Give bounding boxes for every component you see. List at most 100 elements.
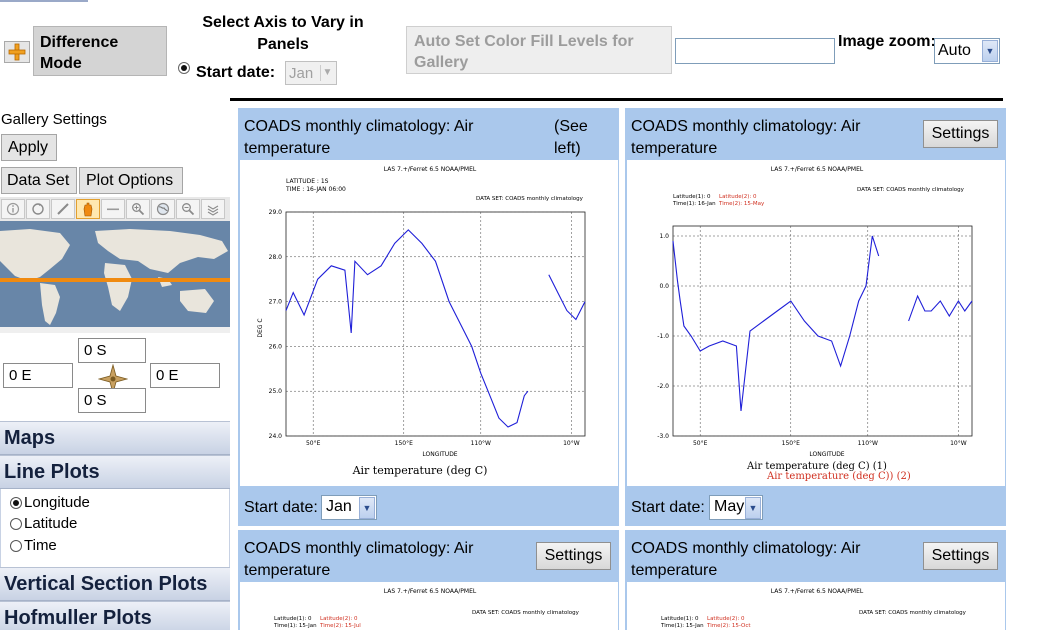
legend-latitude-1: Latitude(1): 0 (673, 194, 711, 200)
toolbar-divider (230, 98, 1003, 101)
menu-hofmuller[interactable]: Hofmuller Plots (0, 601, 230, 630)
apply-button[interactable]: Apply (1, 134, 57, 161)
color-levels-input[interactable] (675, 38, 835, 64)
series-line-1 (285, 229, 529, 428)
image-zoom-label: Image zoom: (838, 33, 936, 50)
menu-maps[interactable]: Maps (0, 421, 230, 455)
legend-time-1: Time(1): 15-Jan (273, 623, 317, 629)
legend-time-1: Time(1): 16-Jan (672, 201, 716, 207)
y-axis-label: DEG C (257, 318, 264, 337)
plot-header-text: LAS 7.+/Ferret 6.5 NOAA/PMEL (384, 166, 477, 173)
x-tick-label: 150°E (395, 440, 413, 447)
pan-icon[interactable] (51, 199, 75, 219)
panel-title: COADS monthly climatology: Air temperatu… (631, 540, 861, 579)
axis-option-time[interactable]: Time (10, 537, 57, 554)
legend-time-1: Time(1): 15-Jan (660, 623, 704, 629)
legend-latitude-1: Latitude(1): 0 (274, 616, 312, 622)
plot-dataset-text: DATA SET: COADS monthly climatology (472, 610, 580, 616)
plot-time-text: TIME : 16-JAN 06:00 (285, 186, 346, 193)
start-date-select-disabled[interactable]: Jan ▼ (285, 61, 337, 85)
panel-settings-button[interactable]: Settings (536, 542, 611, 570)
menu-vertical-section[interactable]: Vertical Section Plots (0, 567, 230, 601)
series-line-1 (672, 235, 880, 412)
plot-frame (285, 211, 586, 437)
x-tick-label: 110°W (858, 440, 878, 447)
image-zoom-select[interactable]: Auto ▼ (934, 38, 1000, 64)
add-panel-button[interactable] (4, 41, 30, 63)
chevron-down-icon: ▼ (745, 497, 761, 519)
difference-mode-button[interactable]: Difference Mode (33, 26, 167, 76)
plot-frame (672, 225, 973, 437)
x-tick-label: 10°W (563, 440, 580, 447)
gallery-panel-3: COADS monthly climatology: Air temperatu… (238, 530, 619, 630)
legend-latitude-2: Latitude(2): 0 (707, 616, 745, 622)
legend-latitude-1: Latitude(1): 0 (661, 616, 699, 622)
y-tick-label: 26.0 (269, 343, 283, 350)
x-tick-label: 50°E (693, 440, 708, 447)
see-left-note: (See left) (554, 118, 588, 157)
x-tick-label: 10°W (950, 440, 967, 447)
axis-option-longitude[interactable]: Longitude (10, 494, 90, 511)
plot-image: LAS 7.+/Ferret 6.5 NOAA/PMEL DATA SET: C… (627, 582, 1005, 630)
hand-icon[interactable] (76, 199, 100, 219)
y-tick-label: 1.0 (659, 233, 669, 240)
footer-start-date-select[interactable]: Jan ▼ (321, 495, 377, 520)
axis-option-label: Longitude (24, 494, 90, 511)
reset-icon[interactable] (26, 199, 50, 219)
plot-dataset-text: DATA SET: COADS monthly climatology (859, 610, 967, 616)
start-date-radio[interactable] (178, 62, 190, 74)
plot-dataset-text: DATA SET: COADS monthly climatology (476, 196, 584, 202)
y-tick-label: 29.0 (269, 209, 283, 216)
y-tick-label: 25.0 (269, 388, 283, 395)
map-tool-row (0, 197, 230, 221)
y-tick-label: 27.0 (269, 299, 283, 306)
east-coord-field[interactable]: 0 E (150, 363, 220, 388)
line-chart-4-partial: LAS 7.+/Ferret 6.5 NOAA/PMEL DATA SET: C… (660, 588, 967, 629)
info-icon[interactable] (1, 199, 25, 219)
world-icon[interactable] (151, 199, 175, 219)
legend-latitude-2: Latitude(2): 0 (719, 194, 757, 200)
footer-start-date-label: Start date: (244, 499, 318, 516)
legend-latitude-2: Latitude(2): 0 (320, 616, 358, 622)
radio-icon (10, 539, 22, 552)
west-coord-field[interactable]: 0 E (3, 363, 73, 388)
footer-start-date-value: Jan (326, 498, 352, 515)
legend-time-2: Time(2): 15-May (718, 201, 765, 207)
gallery-settings-label: Gallery Settings (1, 111, 107, 128)
data-set-button[interactable]: Data Set (1, 167, 77, 194)
plus-icon (8, 43, 26, 61)
south-coord-field[interactable]: 0 S (78, 388, 146, 413)
y-tick-label: -2.0 (657, 383, 669, 390)
world-map-selector[interactable] (0, 221, 230, 333)
line-chart-2: LAS 7.+/Ferret 6.5 NOAA/PMEL DATA SET: C… (657, 166, 973, 482)
line-plot-axis-options: Longitude Latitude Time (0, 489, 230, 571)
legend-time-2: Time(2): 15-Jul (319, 623, 361, 629)
plot-dataset-text: DATA SET: COADS monthly climatology (857, 187, 965, 193)
menu-line-plots[interactable]: Line Plots (0, 455, 230, 489)
footer-start-date-select[interactable]: May ▼ (709, 495, 763, 520)
plot-options-button[interactable]: Plot Options (79, 167, 183, 194)
plot-gallery: COADS monthly climatology: Air temperatu… (238, 108, 1006, 630)
panel-title: COADS monthly climatology: Air temperatu… (631, 118, 861, 157)
auto-set-color-fill-button[interactable]: Auto Set Color Fill Levels for Gallery (406, 26, 672, 74)
image-zoom-value: Auto (938, 42, 971, 59)
zoom-in-icon[interactable] (126, 199, 150, 219)
north-coord-field[interactable]: 0 S (78, 338, 146, 363)
plot-header-text: LAS 7.+/Ferret 6.5 NOAA/PMEL (771, 588, 864, 595)
zoom-out-icon[interactable] (176, 199, 200, 219)
plot-caption-1: Air temperature (deg C) (1) (746, 461, 887, 472)
layers-icon[interactable] (201, 199, 225, 219)
axis-option-latitude[interactable]: Latitude (10, 515, 77, 532)
top-toolbar: Difference Mode Select Axis to Vary in P… (0, 0, 1051, 101)
axis-option-label: Time (24, 537, 57, 554)
line-icon[interactable] (101, 199, 125, 219)
radio-icon (10, 517, 22, 530)
panel-settings-button[interactable]: Settings (923, 120, 998, 148)
radio-selected-icon (10, 496, 22, 509)
x-tick-label: 150°E (782, 440, 800, 447)
panel-settings-button[interactable]: Settings (923, 542, 998, 570)
panel-title: COADS monthly climatology: Air temperatu… (244, 540, 474, 579)
top-edge-line (0, 0, 88, 2)
plot-image: LAS 7.+/Ferret 6.5 NOAA/PMEL DATA SET: C… (627, 160, 1005, 486)
panel-footer: Start date: Jan ▼ (238, 488, 619, 526)
